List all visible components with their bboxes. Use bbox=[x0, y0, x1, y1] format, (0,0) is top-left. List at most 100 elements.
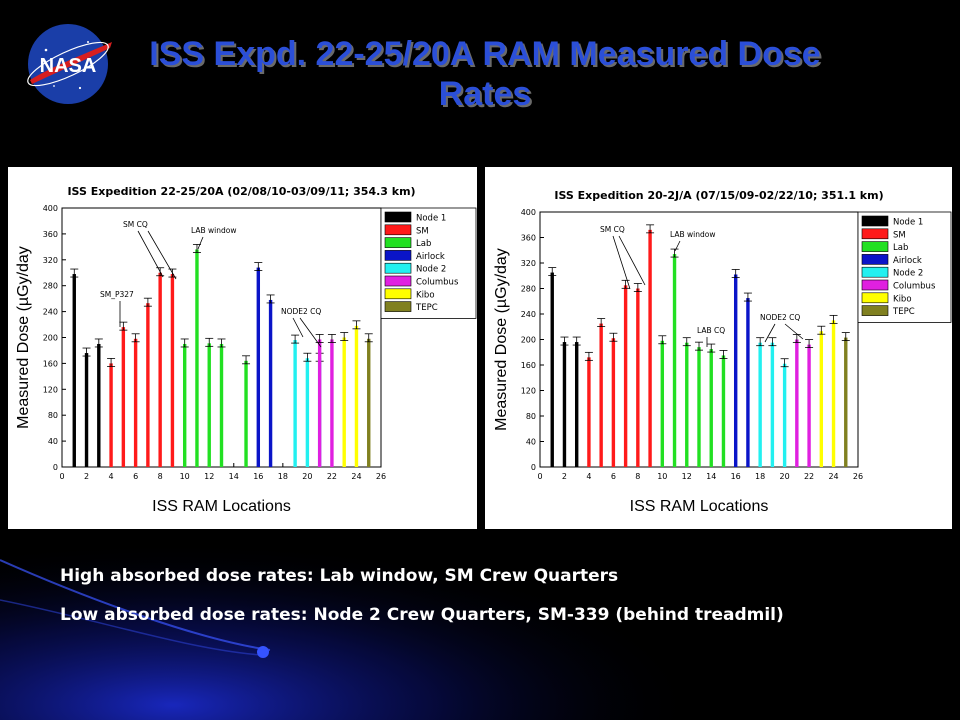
legend-label: SM bbox=[893, 230, 906, 240]
y-tick-label: 0 bbox=[531, 463, 536, 472]
legend-swatch bbox=[861, 305, 889, 316]
bar bbox=[562, 342, 567, 467]
legend-label: TEPC bbox=[415, 303, 438, 313]
chart-panel-right: ISS Expedition 20-2J/A (07/15/09-02/22/1… bbox=[485, 167, 952, 529]
x-tick-label: 6 bbox=[611, 472, 616, 481]
x-tick-label: 26 bbox=[376, 472, 386, 481]
bar bbox=[587, 357, 591, 467]
x-tick-label: 18 bbox=[755, 472, 765, 481]
legend-swatch bbox=[384, 275, 412, 287]
bar bbox=[244, 360, 248, 467]
annotation-label: LAB window bbox=[191, 226, 236, 235]
bar bbox=[84, 353, 89, 467]
chart-panel-left: ISS Expedition 22-25/20A (02/08/10-03/09… bbox=[8, 167, 477, 529]
bar bbox=[795, 339, 799, 467]
x-tick-label: 8 bbox=[635, 472, 640, 481]
legend-swatch bbox=[861, 266, 889, 278]
x-tick-label: 16 bbox=[731, 472, 741, 481]
x-tick-label: 24 bbox=[828, 472, 838, 481]
bar bbox=[660, 340, 665, 467]
annotation-arrow bbox=[618, 235, 646, 286]
y-tick-label: 400 bbox=[521, 208, 536, 217]
bar bbox=[182, 343, 187, 467]
annotation-arrow bbox=[137, 230, 164, 278]
y-tick-label: 200 bbox=[43, 334, 58, 343]
y-tick-label: 80 bbox=[48, 411, 58, 420]
legend-label: Columbus bbox=[416, 278, 459, 288]
legend-swatch bbox=[384, 211, 412, 223]
annotation-arrow bbox=[764, 323, 776, 343]
annotation-label: NODE2 CQ bbox=[281, 307, 321, 316]
x-tick-label: 12 bbox=[682, 472, 692, 481]
bar bbox=[207, 343, 211, 467]
bar bbox=[672, 254, 677, 467]
chart-title: ISS Expedition 22-25/20A (02/08/10-03/09… bbox=[67, 185, 415, 198]
bar bbox=[807, 344, 811, 467]
y-tick-label: 120 bbox=[521, 387, 536, 396]
x-tick-label: 4 bbox=[586, 472, 591, 481]
bar bbox=[831, 320, 836, 467]
bar bbox=[342, 337, 346, 467]
bar bbox=[782, 363, 787, 467]
bar bbox=[599, 323, 603, 467]
slide-title: ISS Expd. 22-25/20A RAM Measured Dose Ra… bbox=[149, 35, 821, 113]
bar bbox=[770, 342, 775, 467]
nasa-logo-text: NASA bbox=[40, 55, 97, 77]
x-tick-label: 2 bbox=[562, 472, 567, 481]
x-tick-label: 2 bbox=[84, 472, 89, 481]
y-tick-label: 40 bbox=[526, 438, 536, 447]
dose-chart-expedition-22-25: ISS Expedition 22-25/20A (02/08/10-03/09… bbox=[15, 185, 477, 515]
x-tick-label: 10 bbox=[180, 472, 190, 481]
legend-swatch bbox=[384, 288, 412, 300]
bar bbox=[611, 338, 616, 467]
y-tick-label: 280 bbox=[521, 285, 536, 294]
x-tick-label: 26 bbox=[853, 472, 863, 481]
legend-label: Node 2 bbox=[893, 269, 923, 279]
bar bbox=[195, 249, 199, 467]
x-tick-label: 12 bbox=[204, 472, 214, 481]
bar bbox=[697, 347, 701, 467]
y-tick-label: 40 bbox=[48, 437, 58, 446]
y-tick-label: 200 bbox=[521, 336, 536, 345]
legend-swatch bbox=[384, 301, 412, 312]
x-tick-label: 14 bbox=[706, 472, 716, 481]
bar bbox=[709, 349, 713, 467]
bar bbox=[758, 342, 762, 467]
legend-label: Airlock bbox=[416, 252, 445, 262]
x-tick-label: 22 bbox=[327, 472, 337, 481]
y-tick-label: 160 bbox=[521, 361, 536, 370]
bar bbox=[109, 363, 113, 467]
x-tick-label: 10 bbox=[657, 472, 667, 481]
bar bbox=[293, 340, 297, 467]
bar bbox=[648, 229, 652, 467]
bar bbox=[367, 338, 371, 467]
bar bbox=[354, 325, 359, 467]
bar bbox=[133, 338, 138, 467]
bar bbox=[819, 331, 824, 467]
note-low-dose: Low absorbed dose rates: Node 2 Crew Qua… bbox=[60, 605, 784, 625]
x-tick-label: 22 bbox=[804, 472, 814, 481]
y-tick-label: 160 bbox=[43, 359, 58, 368]
legend-label: Kibo bbox=[416, 290, 435, 300]
bar bbox=[550, 272, 554, 467]
x-tick-label: 14 bbox=[229, 472, 239, 481]
x-axis-label: ISS RAM Locations bbox=[630, 498, 769, 515]
x-tick-label: 16 bbox=[253, 472, 263, 481]
legend-label: Kibo bbox=[893, 294, 912, 304]
annotation-arrow bbox=[612, 235, 631, 290]
x-tick-label: 4 bbox=[109, 472, 114, 481]
x-tick-label: 24 bbox=[351, 472, 361, 481]
bar bbox=[636, 288, 640, 467]
y-tick-label: 400 bbox=[43, 204, 58, 213]
legend-swatch bbox=[861, 228, 889, 240]
bar bbox=[219, 343, 224, 467]
y-tick-label: 240 bbox=[521, 310, 536, 319]
legend-swatch bbox=[861, 292, 889, 304]
y-tick-label: 360 bbox=[521, 234, 536, 243]
x-tick-label: 20 bbox=[302, 472, 312, 481]
bar bbox=[305, 358, 310, 467]
bar bbox=[746, 298, 750, 467]
bar bbox=[146, 303, 150, 467]
y-tick-label: 240 bbox=[43, 308, 58, 317]
legend-swatch bbox=[384, 224, 412, 236]
